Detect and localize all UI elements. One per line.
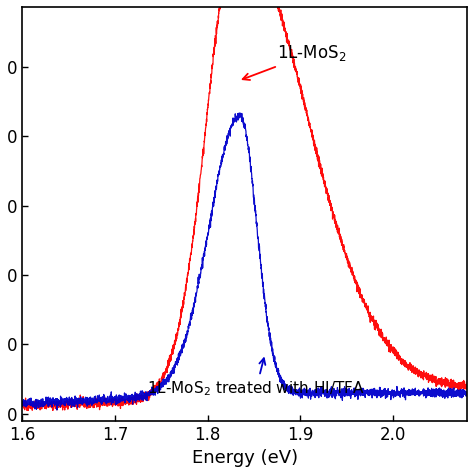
X-axis label: Energy (eV): Energy (eV) xyxy=(191,449,298,467)
Text: 1L-MoS$_2$ treated with HI/TFA: 1L-MoS$_2$ treated with HI/TFA xyxy=(147,358,365,398)
Text: 1L-MoS$_2$: 1L-MoS$_2$ xyxy=(243,43,346,80)
